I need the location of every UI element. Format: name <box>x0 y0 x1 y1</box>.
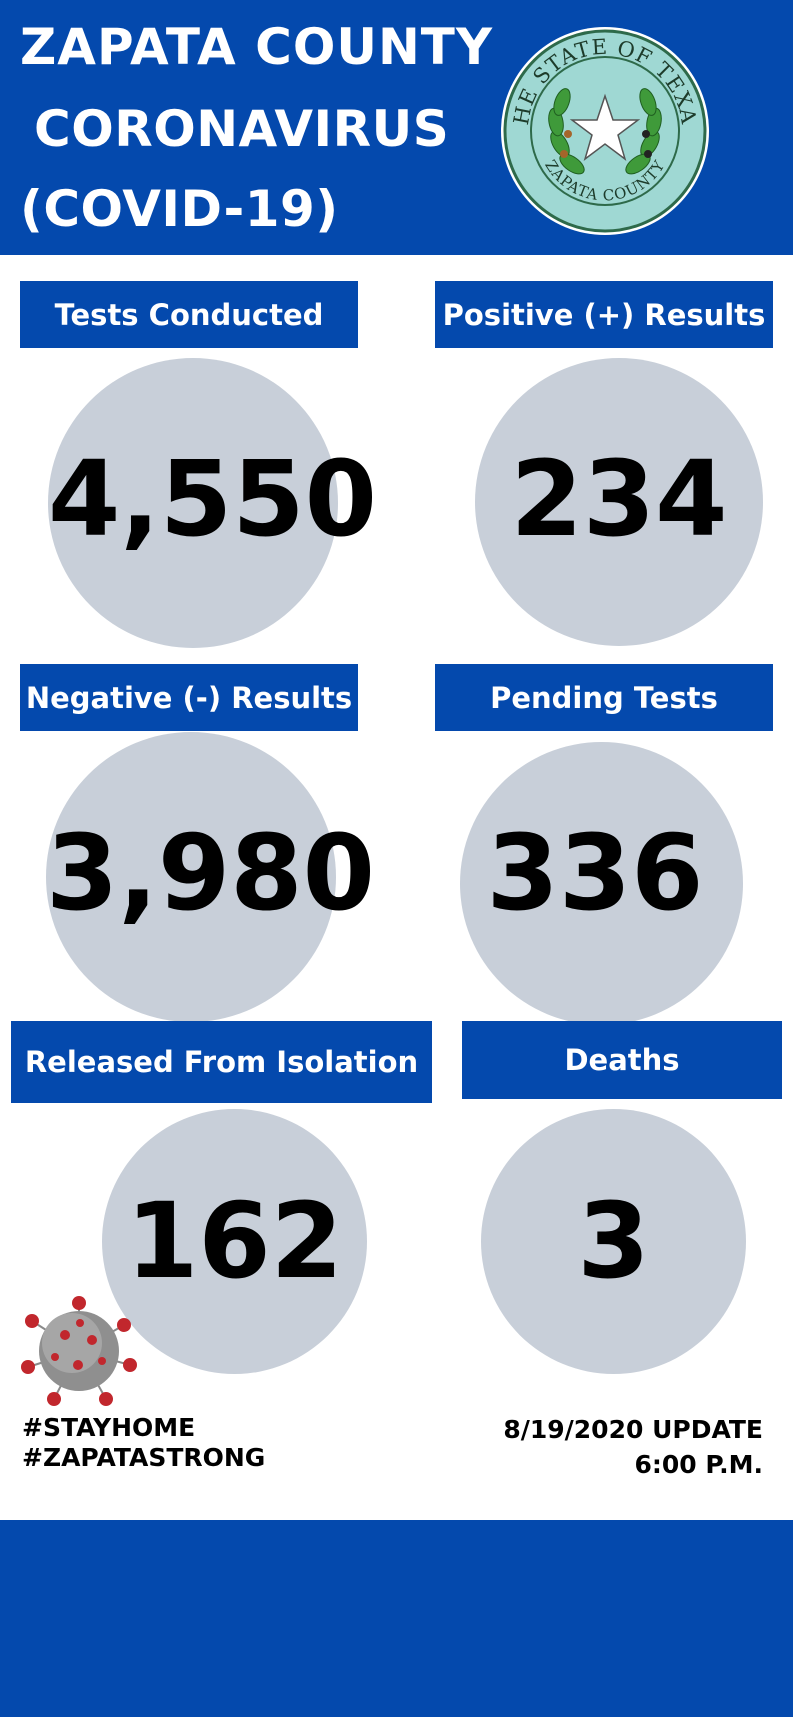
update-date: 8/19/2020 UPDATE <box>503 1415 763 1444</box>
hashtag-stayhome: #STAYHOME <box>22 1413 196 1442</box>
circle-pending-tests <box>460 742 743 1025</box>
title-line-2: CORONAVIRUS <box>34 100 450 158</box>
value-tests-conducted: 4,550 <box>48 438 377 560</box>
circle-tests-conducted <box>48 358 338 648</box>
value-positive-results: 234 <box>510 438 728 560</box>
circle-deaths <box>481 1109 746 1374</box>
label-positive-results: Positive (+) Results <box>435 281 773 348</box>
value-pending-tests: 336 <box>486 812 704 934</box>
title-line-1: ZAPATA COUNTY <box>20 18 494 76</box>
label-deaths: Deaths <box>462 1021 782 1099</box>
value-released-from-isolation: 162 <box>125 1180 344 1302</box>
update-time: 6:00 P.M. <box>634 1450 764 1479</box>
value-deaths: 3 <box>577 1180 650 1302</box>
label-pending-tests: Pending Tests <box>435 664 773 731</box>
circle-positive-results <box>475 358 763 646</box>
footer-banner <box>0 1520 793 1717</box>
circle-released-from-isolation <box>102 1109 367 1374</box>
label-tests-conducted: Tests Conducted <box>20 281 358 348</box>
circle-negative-results <box>46 732 336 1022</box>
county-seal: THE STATE OF TEXAS ZAPATA COUNTY <box>498 24 709 235</box>
label-negative-results: Negative (-) Results <box>20 664 358 731</box>
value-negative-results: 3,980 <box>46 812 375 934</box>
label-released-from-isolation: Released From Isolation <box>11 1021 432 1103</box>
title-line-3: (COVID-19) <box>20 180 339 238</box>
coronavirus-icon <box>21 1296 137 1406</box>
hashtag-zapatastrong: #ZAPATASTRONG <box>22 1443 266 1472</box>
